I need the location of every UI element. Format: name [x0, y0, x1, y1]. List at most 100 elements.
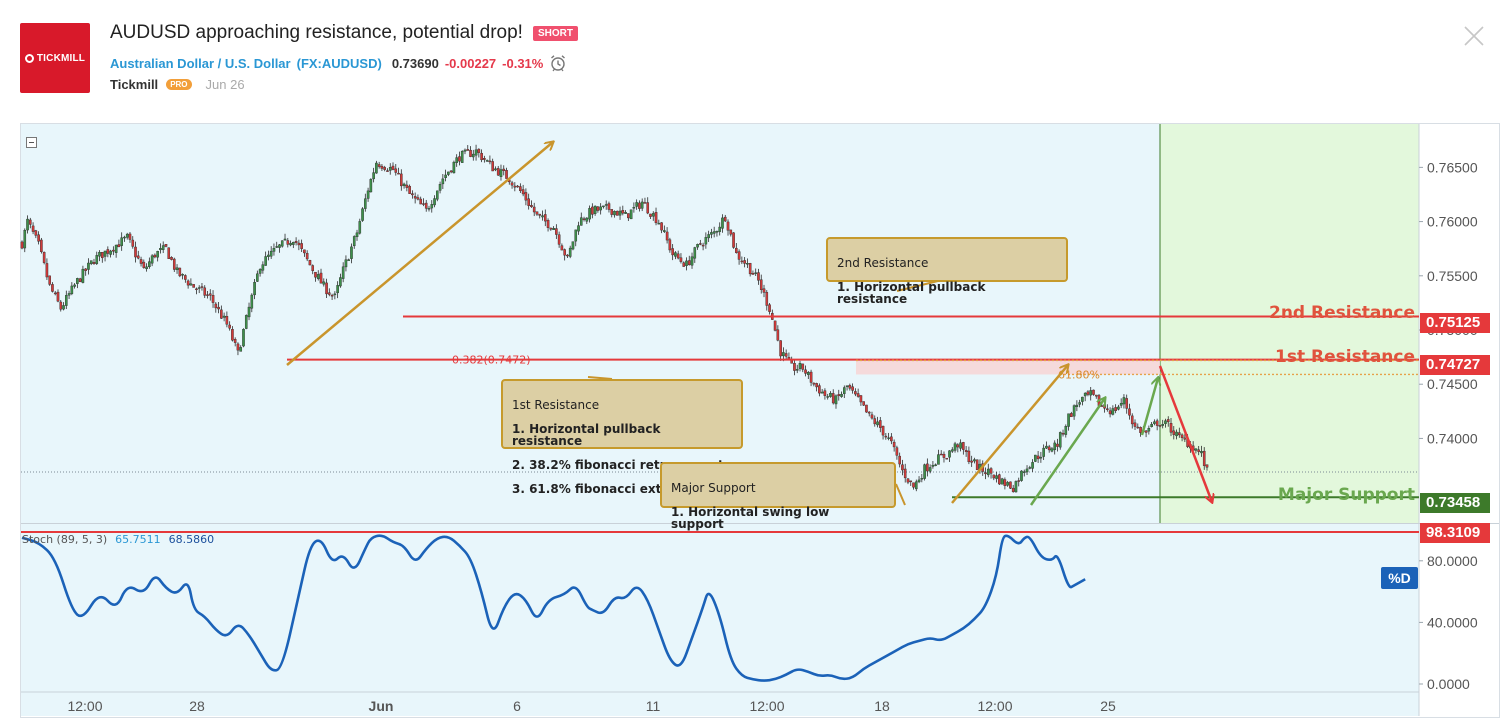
candle-body: [970, 460, 973, 463]
candle-body: [1034, 454, 1037, 462]
candle-body: [1108, 410, 1112, 415]
candle-body: [663, 230, 666, 232]
note-2nd-resistance-heading: 2nd Resistance: [837, 256, 929, 270]
candle-body: [621, 210, 625, 214]
candle-body: [192, 284, 195, 288]
candle-body: [256, 273, 259, 282]
note-1st-resistance-item-1: 1. Horizontal pullback resistance: [512, 422, 661, 448]
candle-body: [1000, 478, 1004, 485]
candle-body: [383, 167, 386, 170]
price-tag-stoch-top: 98.3109: [1420, 523, 1490, 543]
candle-body: [505, 170, 508, 179]
candle-body: [571, 241, 575, 250]
candle-body: [884, 435, 888, 438]
candle-body: [928, 467, 932, 472]
candle-body: [995, 475, 998, 479]
candle-body: [485, 160, 489, 162]
candle-body: [593, 205, 597, 214]
candle-body: [934, 464, 937, 466]
candle-body: [831, 393, 835, 404]
candle-body: [211, 295, 215, 303]
candle-body: [632, 207, 636, 209]
note-major-support[interactable]: Major Support 1. Horizontal swing low su…: [660, 462, 896, 530]
candle-body: [430, 204, 434, 209]
candle-body: [588, 208, 591, 220]
candle-body: [222, 315, 226, 318]
candle-body: [225, 315, 229, 325]
candle-body: [967, 450, 971, 463]
candle-body: [48, 275, 51, 285]
candle-body: [1045, 445, 1048, 449]
candle-body: [34, 230, 38, 236]
candle-body: [1128, 408, 1131, 416]
candle-body: [914, 481, 918, 490]
candle-body: [253, 281, 256, 296]
candle-body: [729, 229, 733, 235]
candle-body: [939, 453, 943, 456]
candle-body: [103, 250, 107, 257]
candle-body: [1183, 437, 1187, 440]
candle-body: [250, 294, 254, 309]
candle-body: [532, 206, 536, 213]
candle-body: [568, 247, 572, 257]
time-axis-label: 11: [646, 698, 661, 714]
candle-body: [64, 295, 68, 306]
candle-body: [355, 232, 359, 238]
candle-body: [937, 454, 940, 465]
candle-body: [715, 231, 719, 233]
candle-body: [98, 251, 101, 257]
candle-body: [829, 392, 832, 397]
symbol-info: Australian Dollar / U.S. Dollar (FX:AUDU…: [110, 54, 567, 72]
candle-body: [114, 244, 118, 253]
candle-body: [723, 216, 727, 222]
candle-body: [70, 285, 74, 294]
note-2nd-resistance-item: 1. Horizontal pullback resistance: [837, 280, 986, 306]
candle-body: [153, 254, 157, 258]
candle-body: [530, 205, 533, 208]
candle-body: [189, 283, 193, 286]
candle-body: [834, 395, 838, 405]
stoch-pd-badge: %D: [1381, 567, 1418, 589]
candle-body: [125, 233, 129, 238]
note-2nd-resistance[interactable]: 2nd Resistance 1. Horizontal pullback re…: [826, 237, 1068, 305]
candle-body: [1089, 390, 1093, 396]
candle-body: [391, 165, 395, 170]
close-icon[interactable]: [1462, 24, 1486, 48]
collapse-icon[interactable]: [26, 137, 37, 148]
time-axis-label: 18: [874, 698, 890, 714]
note-1st-resistance[interactable]: 1st Resistance 1. Horizontal pullback re…: [501, 379, 743, 495]
candle-body: [848, 385, 852, 389]
candle-body: [784, 353, 788, 357]
stoch-legend[interactable]: Stoch (89, 5, 3) 65.7511 68.5860: [22, 533, 214, 546]
candle-body: [557, 234, 561, 245]
candle-body: [843, 387, 846, 394]
candle-body: [640, 201, 644, 209]
candle-body: [1056, 443, 1059, 447]
candle-body: [773, 320, 777, 331]
candle-body: [319, 272, 323, 284]
candle-body: [377, 164, 381, 167]
candle-body: [106, 249, 110, 254]
candle-body: [45, 263, 49, 278]
candle-body: [629, 209, 633, 220]
note-pointer-major-support: [895, 483, 906, 506]
symbol-code-link[interactable]: (FX:AUDUSD): [296, 55, 382, 71]
candle-body: [1017, 480, 1021, 482]
candle-body: [491, 161, 494, 172]
candle-body: [1072, 405, 1076, 417]
candle-body: [646, 202, 650, 214]
stoch-d-value: 68.5860: [168, 533, 215, 546]
candle-body: [272, 248, 276, 252]
candle-body: [275, 246, 279, 248]
candle-body: [1092, 389, 1095, 395]
candle-body: [134, 246, 137, 258]
candle-body: [579, 217, 583, 226]
candle-body: [618, 210, 622, 216]
candle-body: [560, 245, 564, 251]
author-name-link[interactable]: Tickmill: [110, 77, 159, 92]
candle-body: [809, 371, 813, 383]
symbol-name-link[interactable]: Australian Dollar / U.S. Dollar: [110, 55, 291, 71]
candle-body: [136, 255, 140, 259]
candle-body: [668, 239, 672, 251]
alarm-clock-icon[interactable]: [549, 54, 567, 72]
